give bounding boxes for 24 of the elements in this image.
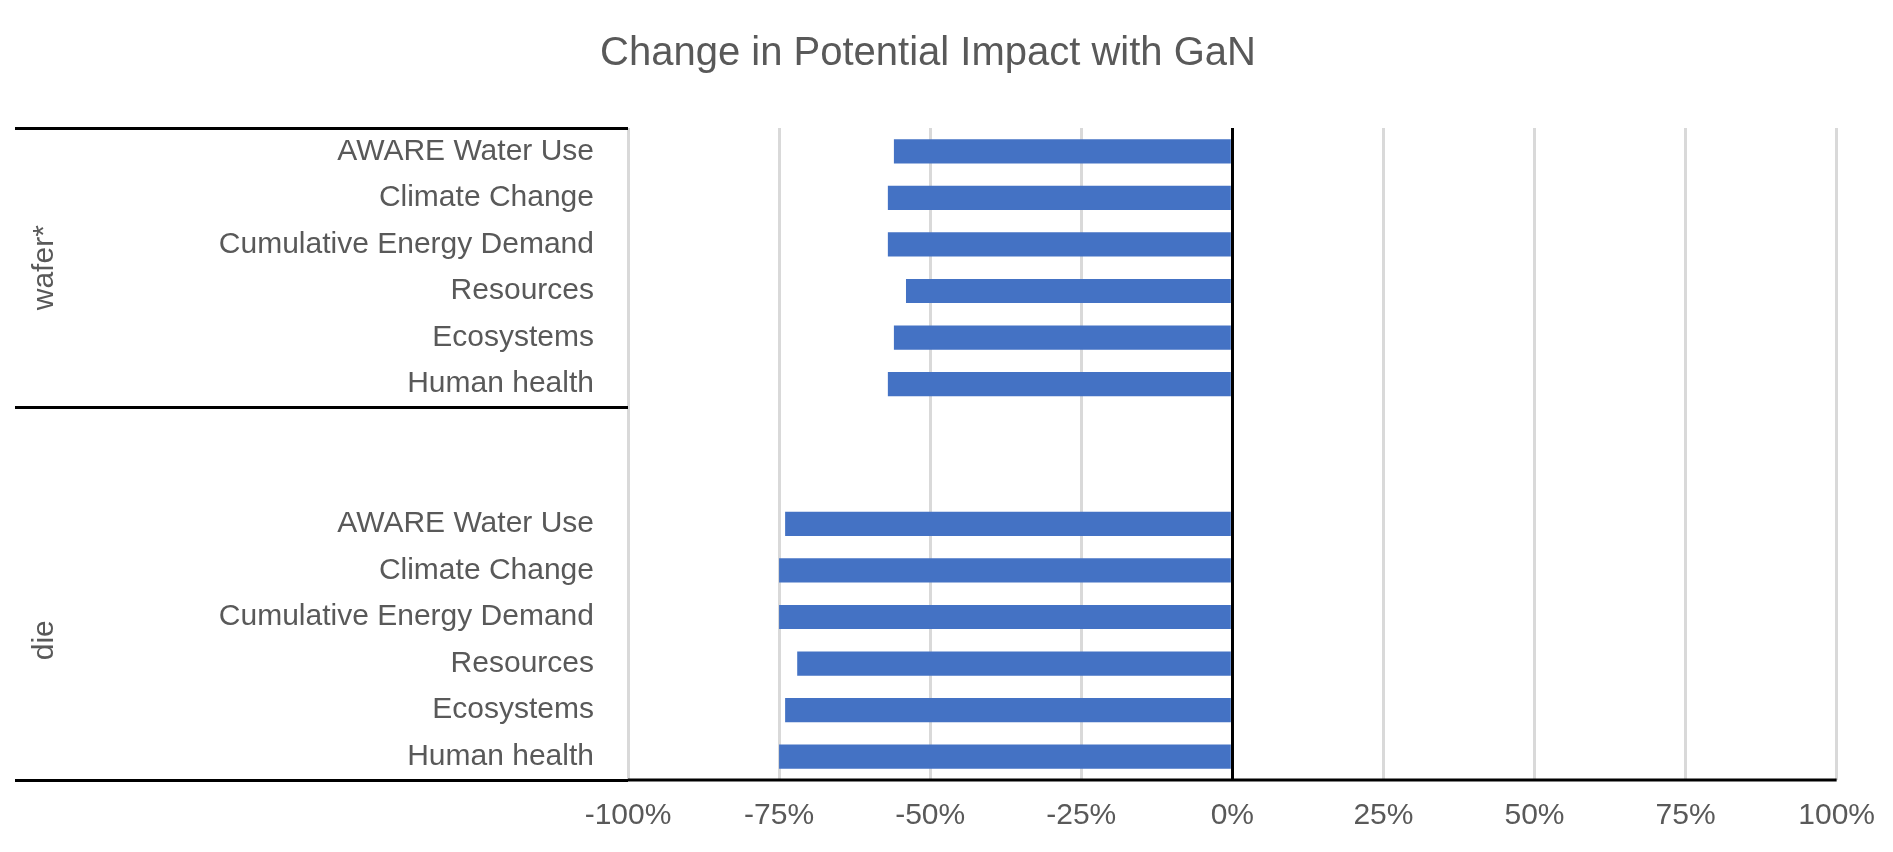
x-tick-label: -50% <box>895 797 966 831</box>
y-tick-label: Human health <box>407 365 594 399</box>
x-tick-label: -25% <box>1046 797 1117 831</box>
y-tick-label: Human health <box>407 737 594 771</box>
x-tick-label: 25% <box>1353 797 1414 831</box>
y-tick-label: Ecosystems <box>432 691 594 725</box>
y-tick-label: Cumulative Energy Demand <box>218 598 594 632</box>
y-tick-label: Cumulative Energy Demand <box>218 225 594 259</box>
text: wafer* <box>26 224 60 312</box>
x-tick-label: -75% <box>744 797 815 831</box>
y-tick-label: Resources <box>450 272 594 306</box>
chart-title: Change in Potential Impact with GaN <box>600 29 1256 74</box>
text: die <box>26 620 60 661</box>
y-tick-label: Climate Change <box>378 179 594 213</box>
x-tick-label: 50% <box>1504 797 1565 831</box>
y-tick-label: Climate Change <box>378 551 594 585</box>
y-tick-label: AWARE Water Use <box>337 132 594 166</box>
x-tick-label: 0% <box>1210 797 1254 831</box>
y-tick-label: Resources <box>450 644 594 678</box>
y-tick-label: AWARE Water Use <box>337 505 594 539</box>
y-tick-label: Ecosystems <box>432 318 594 352</box>
x-tick-label: 75% <box>1655 797 1716 831</box>
x-tick-label: 100% <box>1798 797 1875 831</box>
x-tick-label: -100% <box>584 797 672 831</box>
